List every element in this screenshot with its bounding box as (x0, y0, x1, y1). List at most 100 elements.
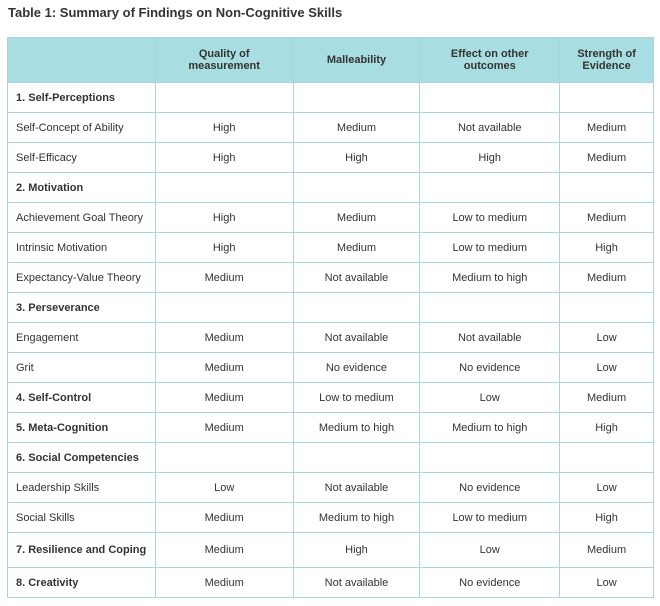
value-cell: Not available (292, 472, 421, 503)
value-cell: High (154, 202, 294, 233)
header-cell: Quality of measurement (154, 37, 294, 83)
value-cell: Medium (559, 202, 654, 233)
section-row: 1. Self-Perceptions (7, 82, 654, 113)
value-cell: Low (154, 472, 294, 503)
value-cell (154, 292, 294, 323)
value-cell: Not available (419, 112, 561, 143)
value-cell: Medium (154, 262, 294, 293)
row-label: Self-Concept of Ability (7, 112, 156, 143)
data-row: Social Skills Medium Medium to high Low to … (7, 502, 654, 533)
value-cell: Low to medium (292, 382, 421, 413)
findings-table: Quality of measurement Malleability Effect… (7, 37, 654, 598)
value-cell: High (154, 112, 294, 143)
section-row: 3. Perseverance (7, 292, 654, 323)
value-cell: High (419, 142, 561, 173)
value-cell: Medium (559, 532, 654, 568)
row-label: Intrinsic Motivation (7, 232, 156, 263)
value-cell: Low (559, 567, 654, 598)
row-label: Expectancy-Value Theory (7, 262, 156, 293)
header-row: Quality of measurement Malleability Effect… (7, 37, 654, 83)
data-row: Self-Efficacy High High High Medium (7, 142, 654, 173)
table-title: Table 1: Summary of Findings on Non-Cogn… (8, 5, 343, 20)
data-row: Expectancy-Value Theory Medium Not availab… (7, 262, 654, 293)
value-cell: Low (559, 322, 654, 353)
value-cell: Medium to high (292, 412, 421, 443)
data-row: Achievement Goal Theory High Medium Low to … (7, 202, 654, 233)
value-cell: Medium (154, 412, 294, 443)
value-cell: Medium (154, 532, 294, 568)
value-cell: High (559, 412, 654, 443)
value-cell (154, 82, 294, 113)
value-cell: Low to medium (419, 502, 561, 533)
value-cell: Medium (154, 502, 294, 533)
value-cell (292, 292, 421, 323)
value-cell: Not available (419, 322, 561, 353)
value-cell: Medium (292, 232, 421, 263)
row-label: 5. Meta-Cognition (7, 412, 156, 443)
row-label: 4. Self-Control (7, 382, 156, 413)
header-cell: Strength of Evidence (559, 37, 654, 83)
value-cell (292, 442, 421, 473)
value-cell: Medium (154, 352, 294, 383)
data-row: Self-Concept of Ability High Medium Not ava… (7, 112, 654, 143)
value-cell: Medium (154, 382, 294, 413)
value-cell (559, 172, 654, 203)
value-cell: High (559, 502, 654, 533)
value-cell: High (292, 532, 421, 568)
row-label: Grit (7, 352, 156, 383)
value-cell: No evidence (419, 472, 561, 503)
value-cell (559, 442, 654, 473)
value-cell (419, 442, 561, 473)
section-row: 4. Self-Control Medium Low to medium Low Med… (7, 382, 654, 413)
value-cell: Medium (559, 112, 654, 143)
value-cell: Not available (292, 262, 421, 293)
value-cell: Medium (154, 322, 294, 353)
data-row: Leadership Skills Low Not available No evid… (7, 472, 654, 503)
value-cell (154, 172, 294, 203)
value-cell: Not available (292, 322, 421, 353)
value-cell: No evidence (419, 567, 561, 598)
row-label: Social Skills (7, 502, 156, 533)
value-cell: No evidence (419, 352, 561, 383)
row-label: Self-Efficacy (7, 142, 156, 173)
row-label: Engagement (7, 322, 156, 353)
row-label: 2. Motivation (7, 172, 156, 203)
section-row: 8. Creativity Medium Not available No evide… (7, 567, 654, 598)
value-cell: Low (419, 532, 561, 568)
row-label: 3. Perseverance (7, 292, 156, 323)
row-label: 1. Self-Perceptions (7, 82, 156, 113)
value-cell: Medium to high (419, 412, 561, 443)
row-label: Achievement Goal Theory (7, 202, 156, 233)
value-cell: Medium to high (292, 502, 421, 533)
section-row: 5. Meta-Cognition Medium Medium to high Med… (7, 412, 654, 443)
value-cell: Low (419, 382, 561, 413)
value-cell (419, 82, 561, 113)
value-cell: Low to medium (419, 202, 561, 233)
value-cell: High (154, 232, 294, 263)
value-cell: Medium (559, 382, 654, 413)
header-cell: Effect on other outcomes (419, 37, 561, 83)
header-cell: Malleability (292, 37, 421, 83)
value-cell: Not available (292, 567, 421, 598)
value-cell (292, 172, 421, 203)
row-label: Leadership Skills (7, 472, 156, 503)
row-label: 6. Social Competencies (7, 442, 156, 473)
section-row: 7. Resilience and Coping Medium High Low Med… (7, 532, 654, 568)
value-cell: High (154, 142, 294, 173)
value-cell (559, 292, 654, 323)
data-row: Grit Medium No evidence No evidence Low (7, 352, 654, 383)
row-label: 8. Creativity (7, 567, 156, 598)
value-cell: No evidence (292, 352, 421, 383)
value-cell: High (559, 232, 654, 263)
row-label: 7. Resilience and Coping (7, 532, 156, 568)
data-row: Intrinsic Motivation High Medium Low to med… (7, 232, 654, 263)
value-cell: Medium (292, 202, 421, 233)
value-cell: Medium to high (419, 262, 561, 293)
value-cell: Low to medium (419, 232, 561, 263)
value-cell: Medium (154, 567, 294, 598)
data-row: Engagement Medium Not available Not availab… (7, 322, 654, 353)
value-cell (154, 442, 294, 473)
value-cell: Low (559, 352, 654, 383)
value-cell: Medium (559, 262, 654, 293)
